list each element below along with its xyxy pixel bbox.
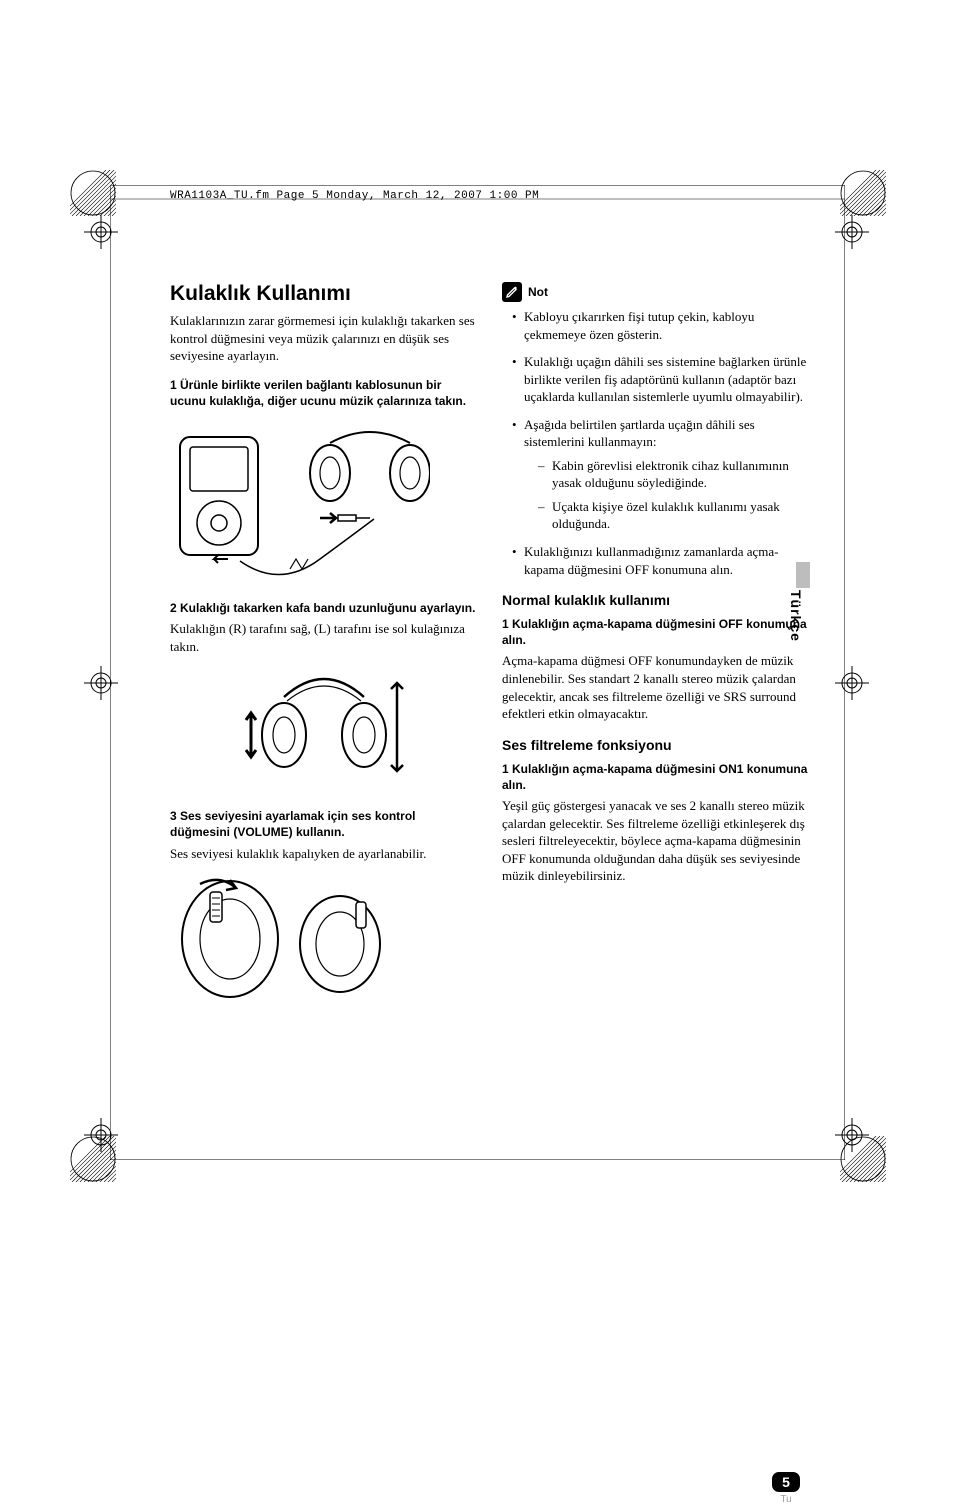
step-3-heading: 3 Ses seviyesini ayarlamak için ses kont… <box>170 808 478 840</box>
intro-paragraph: Kulaklarınızın zarar görmemesi için kula… <box>170 312 478 365</box>
crosshatch-mark-icon <box>840 170 886 216</box>
step-3-body: Ses seviyesi kulaklık kapalıyken de ayar… <box>170 845 478 863</box>
left-column: Kulaklık Kullanımı Kulaklarınızın zarar … <box>170 282 478 1025</box>
note-heading: Not <box>502 282 810 302</box>
page-lang-code: Tu <box>772 1494 800 1505</box>
registration-mark-icon <box>835 666 869 700</box>
section-heading-filter: Ses filtreleme fonksiyonu <box>502 737 810 753</box>
note-subitem: Kabin görevlisi elektronik cihaz kullanı… <box>538 457 810 492</box>
section-b-body: Yeşil güç göstergesi yanacak ve ses 2 ka… <box>502 797 810 885</box>
note-item: Kulaklığı uçağın dâhili ses sistemine ba… <box>512 353 810 406</box>
figure-cable-connection <box>170 419 478 584</box>
note-item: Aşağıda belirtilen şartlarda uçağın dâhi… <box>512 416 810 533</box>
step-2-heading: 2 Kulaklığı takarken kafa bandı uzunluğu… <box>170 600 478 616</box>
two-column-layout: Kulaklık Kullanımı Kulaklarınızın zarar … <box>170 282 810 1025</box>
notes-list: Kabloyu çıkarırken fişi tutup çekin, kab… <box>502 308 810 578</box>
pencil-icon <box>502 282 522 302</box>
registration-mark-icon <box>835 215 869 249</box>
page-number-badge: 5 Tu <box>772 1472 800 1505</box>
language-tab-text: Türkçe <box>788 590 804 642</box>
section-a-step-heading: 1 Kulaklığın açma-kapama düğmesini OFF k… <box>502 616 810 648</box>
note-item-text: Aşağıda belirtilen şartlarda uçağın dâhi… <box>524 417 755 450</box>
figure-volume-control <box>170 874 478 1009</box>
page-content: WRA1103A_TU.fm Page 5 Monday, March 12, … <box>170 190 810 1025</box>
step-1-heading: 1 Ürünle birlikte verilen bağlantı kablo… <box>170 377 478 409</box>
language-tab: Türkçe <box>788 590 810 720</box>
note-label: Not <box>528 285 548 299</box>
step-2-body: Kulaklığın (R) tarafını sağ, (L) tarafın… <box>170 620 478 655</box>
note-item: Kabloyu çıkarırken fişi tutup çekin, kab… <box>512 308 810 343</box>
crosshatch-mark-icon <box>70 1136 116 1182</box>
section-a-body: Açma-kapama düğmesi OFF konumundayken de… <box>502 652 810 722</box>
crosshatch-mark-icon <box>840 1136 886 1182</box>
page-title: Kulaklık Kullanımı <box>170 282 478 306</box>
right-column: Not Kabloyu çıkarırken fişi tutup çekin,… <box>502 282 810 1025</box>
registration-mark-icon <box>84 666 118 700</box>
crosshatch-mark-icon <box>70 170 116 216</box>
registration-mark-icon <box>84 215 118 249</box>
section-heading-normal: Normal kulaklık kullanımı <box>502 592 810 608</box>
notes-sublist: Kabin görevlisi elektronik cihaz kullanı… <box>524 457 810 533</box>
language-tab-marker <box>796 562 810 588</box>
note-item: Kulaklığınızı kullanmadığınız zamanlarda… <box>512 543 810 578</box>
running-header: WRA1103A_TU.fm Page 5 Monday, March 12, … <box>170 190 810 202</box>
section-b-step-heading: 1 Kulaklığın açma-kapama düğmesini ON1 k… <box>502 761 810 793</box>
figure-headband-adjust <box>170 667 478 792</box>
page-number: 5 <box>772 1472 800 1492</box>
note-subitem: Uçakta kişiye özel kulaklık kullanımı ya… <box>538 498 810 533</box>
